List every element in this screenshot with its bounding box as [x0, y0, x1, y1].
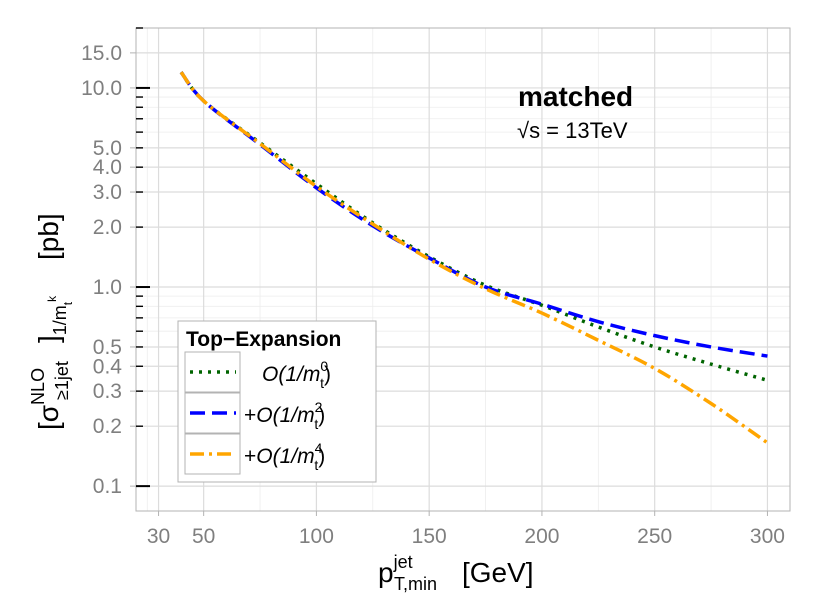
y-tick-label: 1.0: [93, 276, 122, 299]
svg-text:+O(1/m4t): +O(1/m4 t): [244, 440, 325, 473]
x-axis-label: pjet T,min [GeV]: [378, 552, 534, 594]
annotation-title: matched: [518, 81, 633, 112]
series-layer: [179, 71, 769, 445]
svg-text:[σNLO≥1jet]1/mtk[pb]: [σNLO ≥1jet]1/mtk [pb]: [28, 213, 75, 430]
legend-entry-0-close: ): [324, 363, 331, 386]
annotation-energy-value: 13TeV: [565, 118, 628, 143]
annotation-energy-prefix: √s =: [517, 118, 565, 143]
y-axis-ticks: 0.1 0.2 0.30.40.5 1.0 2.0 3.04.05.0 10.0 15.0: [81, 27, 150, 498]
x-label-sup: jet: [393, 552, 413, 572]
legend-entry-2-sup: 4: [315, 440, 323, 456]
x-tick-label: 100: [299, 525, 334, 548]
plot-panel-border: [135, 27, 791, 512]
legend-entry-1-label: O(1/m: [256, 404, 314, 427]
y-label-sub2-base: 1/m: [50, 305, 70, 335]
x-label-base: p: [378, 557, 394, 588]
legend-entry-1-sup: 2: [315, 399, 323, 415]
legend-entry-0-sub: t: [320, 375, 324, 391]
y-label-open: [σ: [33, 405, 64, 430]
y-label-sub2-sub: t: [61, 301, 75, 305]
y-tick-label: 0.4: [93, 355, 123, 378]
legend-entry-1-prefix: +: [244, 404, 256, 427]
svg-text:O(1/m0t): O(1/m0 t): [262, 358, 331, 391]
y-tick-label: 4.0: [93, 156, 122, 179]
legend-entry-0-label: O(1/m: [262, 363, 320, 386]
x-tick-label: 300: [750, 525, 785, 548]
y-tick-label: 10.0: [81, 77, 122, 100]
legend-key-0: [184, 351, 241, 393]
annotation-energy: √s = 13TeV: [517, 118, 628, 143]
series-line-o1mt2: [179, 71, 768, 358]
legend-entry-1-close: ): [318, 404, 325, 427]
x-label-sub: T,min: [394, 574, 437, 594]
x-label-unit: [GeV]: [462, 557, 534, 588]
x-tick-label: 150: [412, 525, 447, 548]
y-label-close: ]: [33, 335, 64, 343]
legend-title: Top−Expansion: [186, 328, 341, 351]
legend-entry-2-close: ): [318, 445, 325, 468]
legend: Top−Expansion O(1/m0 t) +O(1/m2 t): [177, 320, 377, 483]
legend-entry-0-sup: 0: [320, 358, 328, 374]
y-axis-label: [σNLO ≥1jet]1/mtk [pb]: [28, 213, 75, 430]
y-tick-label: 0.1: [93, 475, 122, 498]
y-label-sup: NLO: [28, 368, 48, 405]
x-tick-label: 30: [147, 525, 170, 548]
x-tick-label: 200: [524, 525, 559, 548]
legend-entry-2: +O(1/m4 t): [184, 433, 325, 475]
y-label-sub: ≥1jet: [52, 361, 72, 400]
legend-entry-2-prefix: +: [244, 445, 256, 468]
legend-entry-0: O(1/m0 t): [184, 351, 331, 393]
legend-entry-1: +O(1/m2 t): [184, 392, 325, 434]
x-tick-label: 50: [192, 525, 215, 548]
y-tick-label: 0.5: [93, 336, 122, 359]
legend-entry-2-label: O(1/m: [256, 445, 314, 468]
y-tick-label: 5.0: [93, 137, 122, 160]
y-tick-label: 2.0: [93, 216, 122, 239]
y-label-unit: [pb]: [33, 213, 64, 260]
legend-entry-1-sub: t: [314, 416, 318, 432]
legend-entry-2-sub: t: [314, 457, 318, 473]
y-tick-label: 0.3: [93, 380, 122, 403]
legend-entries: O(1/m0 t) +O(1/m2 t) +O(1/m4 t): [184, 351, 331, 475]
x-axis-ticks: 30 50 100 150 200 250 300: [147, 511, 785, 548]
y-tick-label: 3.0: [93, 181, 122, 204]
x-tick-label: 250: [637, 525, 672, 548]
y-label-sub2-sup: k: [45, 295, 59, 302]
y-tick-label: 0.2: [93, 415, 122, 438]
series-line-o1mt4: [179, 71, 769, 445]
svg-text:+O(1/m2t): +O(1/m2 t): [244, 399, 325, 432]
y-tick-label: 15.0: [81, 42, 122, 65]
